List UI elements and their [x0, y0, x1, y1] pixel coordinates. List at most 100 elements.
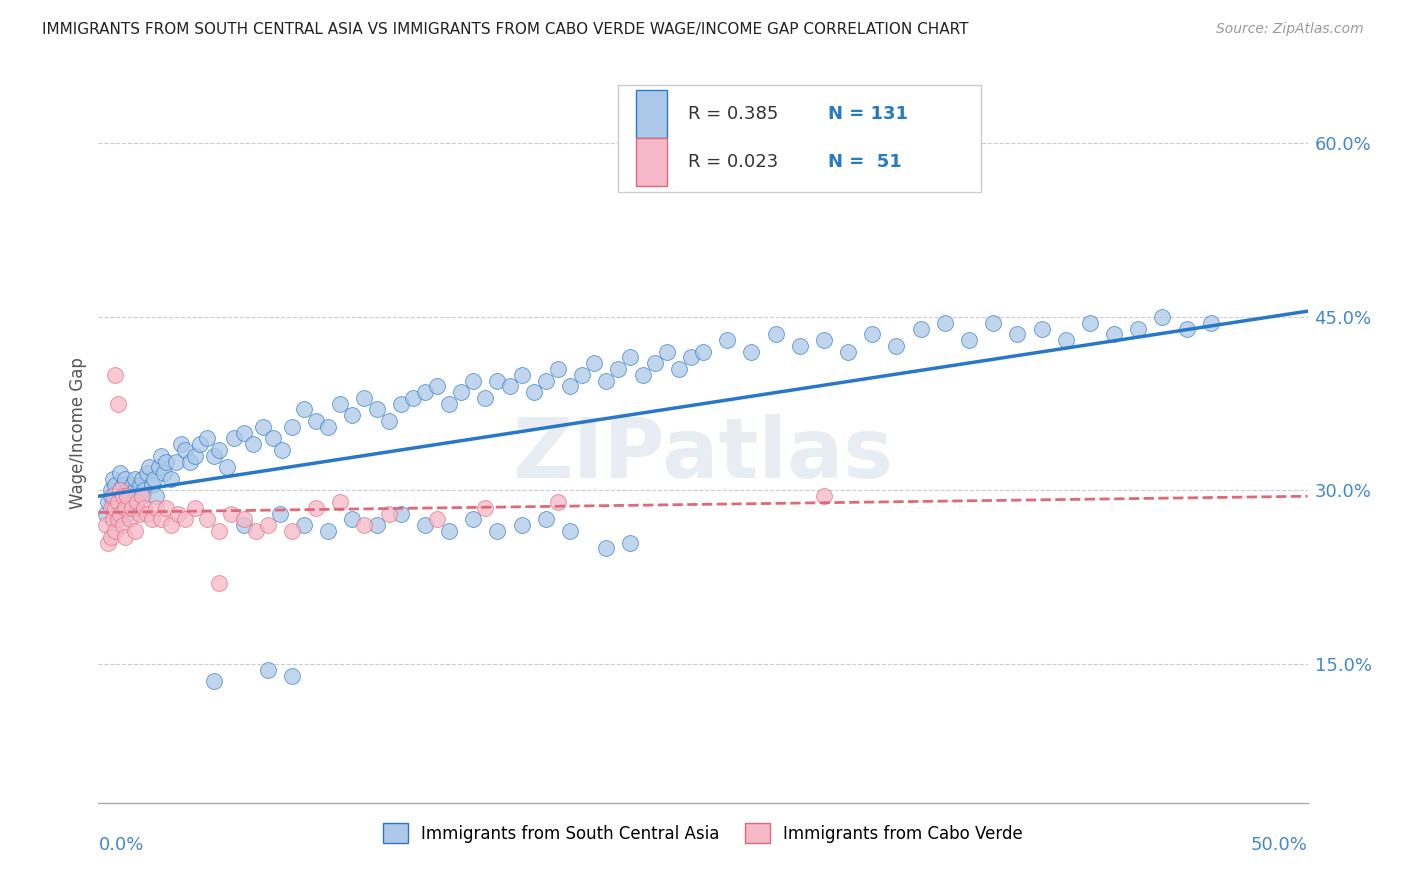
Point: [124, 483, 146, 498]
Point: [342, 512, 364, 526]
Point: [523, 385, 546, 400]
Point: [474, 500, 496, 515]
Point: [463, 512, 485, 526]
Point: [1031, 321, 1053, 335]
Point: [208, 524, 231, 538]
Point: [195, 431, 218, 445]
Point: [595, 374, 617, 388]
Point: [100, 530, 122, 544]
Point: [342, 409, 364, 423]
Point: [366, 402, 388, 417]
Point: [437, 397, 460, 411]
Point: [486, 374, 509, 388]
Point: [256, 663, 278, 677]
Point: [124, 472, 146, 486]
Point: [789, 339, 811, 353]
Point: [111, 518, 134, 533]
Point: [886, 339, 908, 353]
Point: [558, 379, 581, 393]
Point: [981, 316, 1004, 330]
Point: [934, 316, 956, 330]
Point: [108, 507, 131, 521]
Point: [101, 512, 124, 526]
Point: [281, 668, 304, 682]
Point: [184, 500, 207, 515]
Point: [292, 518, 315, 533]
Point: [141, 477, 163, 491]
Point: [111, 489, 134, 503]
Point: [121, 477, 143, 491]
Y-axis label: Wage/Income Gap: Wage/Income Gap: [69, 357, 87, 508]
Point: [413, 385, 436, 400]
Point: [252, 420, 274, 434]
Point: [167, 507, 190, 521]
Point: [1128, 321, 1150, 335]
Point: [679, 351, 702, 365]
Point: [127, 495, 149, 509]
Point: [813, 489, 835, 503]
Point: [118, 489, 141, 503]
Point: [160, 472, 183, 486]
Point: [145, 489, 167, 503]
Point: [655, 344, 678, 359]
Point: [188, 437, 211, 451]
Point: [204, 449, 226, 463]
Point: [169, 437, 191, 451]
Point: [114, 500, 136, 515]
Point: [165, 454, 187, 468]
Point: [135, 507, 157, 521]
Point: [281, 420, 304, 434]
Point: [150, 512, 173, 526]
Point: [208, 442, 231, 457]
Point: [134, 500, 156, 515]
Point: [131, 489, 153, 503]
Point: [107, 512, 129, 526]
Point: [486, 524, 509, 538]
Point: [107, 397, 129, 411]
Point: [366, 518, 388, 533]
Point: [740, 344, 762, 359]
Bar: [637, 138, 666, 186]
Point: [134, 483, 156, 498]
Point: [114, 530, 136, 544]
Text: R = 0.385: R = 0.385: [689, 105, 779, 123]
Point: [128, 507, 150, 521]
Point: [534, 512, 557, 526]
Point: [510, 518, 533, 533]
Point: [377, 507, 399, 521]
Point: [100, 489, 122, 503]
Point: [292, 402, 315, 417]
Point: [1078, 316, 1101, 330]
Point: [118, 500, 141, 515]
Point: [121, 500, 143, 515]
Point: [100, 500, 122, 515]
Point: [305, 414, 328, 428]
Point: [114, 472, 136, 486]
Point: [1054, 333, 1077, 347]
Point: [101, 500, 124, 515]
Point: [262, 431, 284, 445]
Point: [104, 524, 127, 538]
Point: [145, 500, 167, 515]
Point: [619, 535, 641, 549]
Point: [94, 518, 117, 533]
Point: [114, 495, 136, 509]
Point: [595, 541, 617, 556]
Point: [413, 518, 436, 533]
Point: [108, 483, 131, 498]
Point: [813, 333, 835, 347]
Point: [281, 524, 304, 538]
Point: [232, 512, 254, 526]
Point: [316, 524, 339, 538]
Text: N = 131: N = 131: [828, 105, 907, 123]
Point: [1175, 321, 1198, 335]
Point: [118, 512, 141, 526]
Point: [232, 518, 254, 533]
Point: [716, 333, 738, 347]
Point: [329, 397, 352, 411]
Point: [97, 495, 120, 509]
Point: [221, 507, 243, 521]
Point: [101, 472, 124, 486]
Point: [571, 368, 593, 382]
Point: [498, 379, 520, 393]
